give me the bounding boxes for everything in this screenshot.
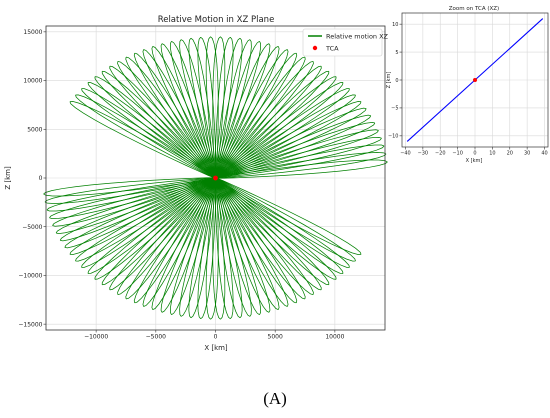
- zoom-ytick-label: −5: [391, 106, 398, 112]
- main-ytick-label: 10000: [23, 78, 42, 85]
- main-xtick-label: −5000: [146, 334, 166, 341]
- zoom-ytick-label: −10: [388, 134, 399, 140]
- legend-dot-swatch: [312, 45, 318, 51]
- zoom-xtick-label: 10: [489, 151, 495, 157]
- zoom-plot-frame: [401, 12, 549, 148]
- zoom-ytick-label: 0: [395, 78, 398, 84]
- zoom-axis-ticks: −40 −30 −20 −10 0 10 20 30 40 −10 −5 0 5 10: [388, 22, 548, 157]
- zoom-xtick-label: 0: [473, 151, 476, 157]
- zoom-chart-xlabel: X [km]: [466, 158, 483, 164]
- zoom-xtick-label: −40: [400, 151, 411, 157]
- zoom-xtick-label: −20: [435, 151, 446, 157]
- legend-label-relative-motion: Relative motion XZ: [326, 33, 389, 41]
- main-xtick-label: 10000: [325, 334, 344, 341]
- main-ytick-label: −15000: [18, 321, 42, 328]
- main-xtick-label: 5000: [268, 334, 283, 341]
- zoom-xtick-label: 40: [541, 151, 547, 157]
- main-ytick-label: −10000: [18, 273, 42, 280]
- main-axis-ticks: −10000 −5000 0 5000 10000 −15000 −10000 −5000 0 5…: [18, 29, 344, 341]
- main-plot-frame: [45, 25, 386, 331]
- panel-label: (A): [263, 389, 287, 408]
- main-ytick-label: 5000: [27, 126, 42, 133]
- main-xtick-label: −10000: [84, 334, 108, 341]
- zoom-xtick-label: 20: [507, 151, 513, 157]
- zoom-xtick-label: 30: [524, 151, 530, 157]
- main-ytick-label: −5000: [22, 224, 42, 231]
- tca-point: [213, 175, 218, 181]
- legend-box: [302, 28, 383, 57]
- zoom-ytick-label: 10: [392, 22, 398, 28]
- main-legend: Relative motion XZ TCA: [302, 28, 389, 57]
- main-xtick-label: 0: [214, 334, 218, 341]
- zoom-ytick-label: 5: [395, 50, 398, 56]
- main-chart-ylabel: Z [km]: [4, 166, 12, 190]
- zoom-chart-ylabel: Z [km]: [386, 72, 392, 89]
- legend-label-tca: TCA: [325, 45, 339, 53]
- main-ytick-label: 15000: [23, 29, 42, 36]
- main-ytick-label: 0: [39, 175, 43, 182]
- main-chart-xlabel: X [km]: [204, 344, 228, 352]
- zoom-chart-title: Zoom on TCA (XZ): [449, 6, 499, 12]
- zoom-tca-point: [473, 78, 477, 82]
- zoom-xtick-label: −10: [452, 151, 463, 157]
- zoom-tca-point: [473, 78, 477, 82]
- main-chart-title: Relative Motion in XZ Plane: [158, 15, 275, 25]
- tca-points: [213, 175, 218, 181]
- zoom-xtick-label: −30: [418, 151, 429, 157]
